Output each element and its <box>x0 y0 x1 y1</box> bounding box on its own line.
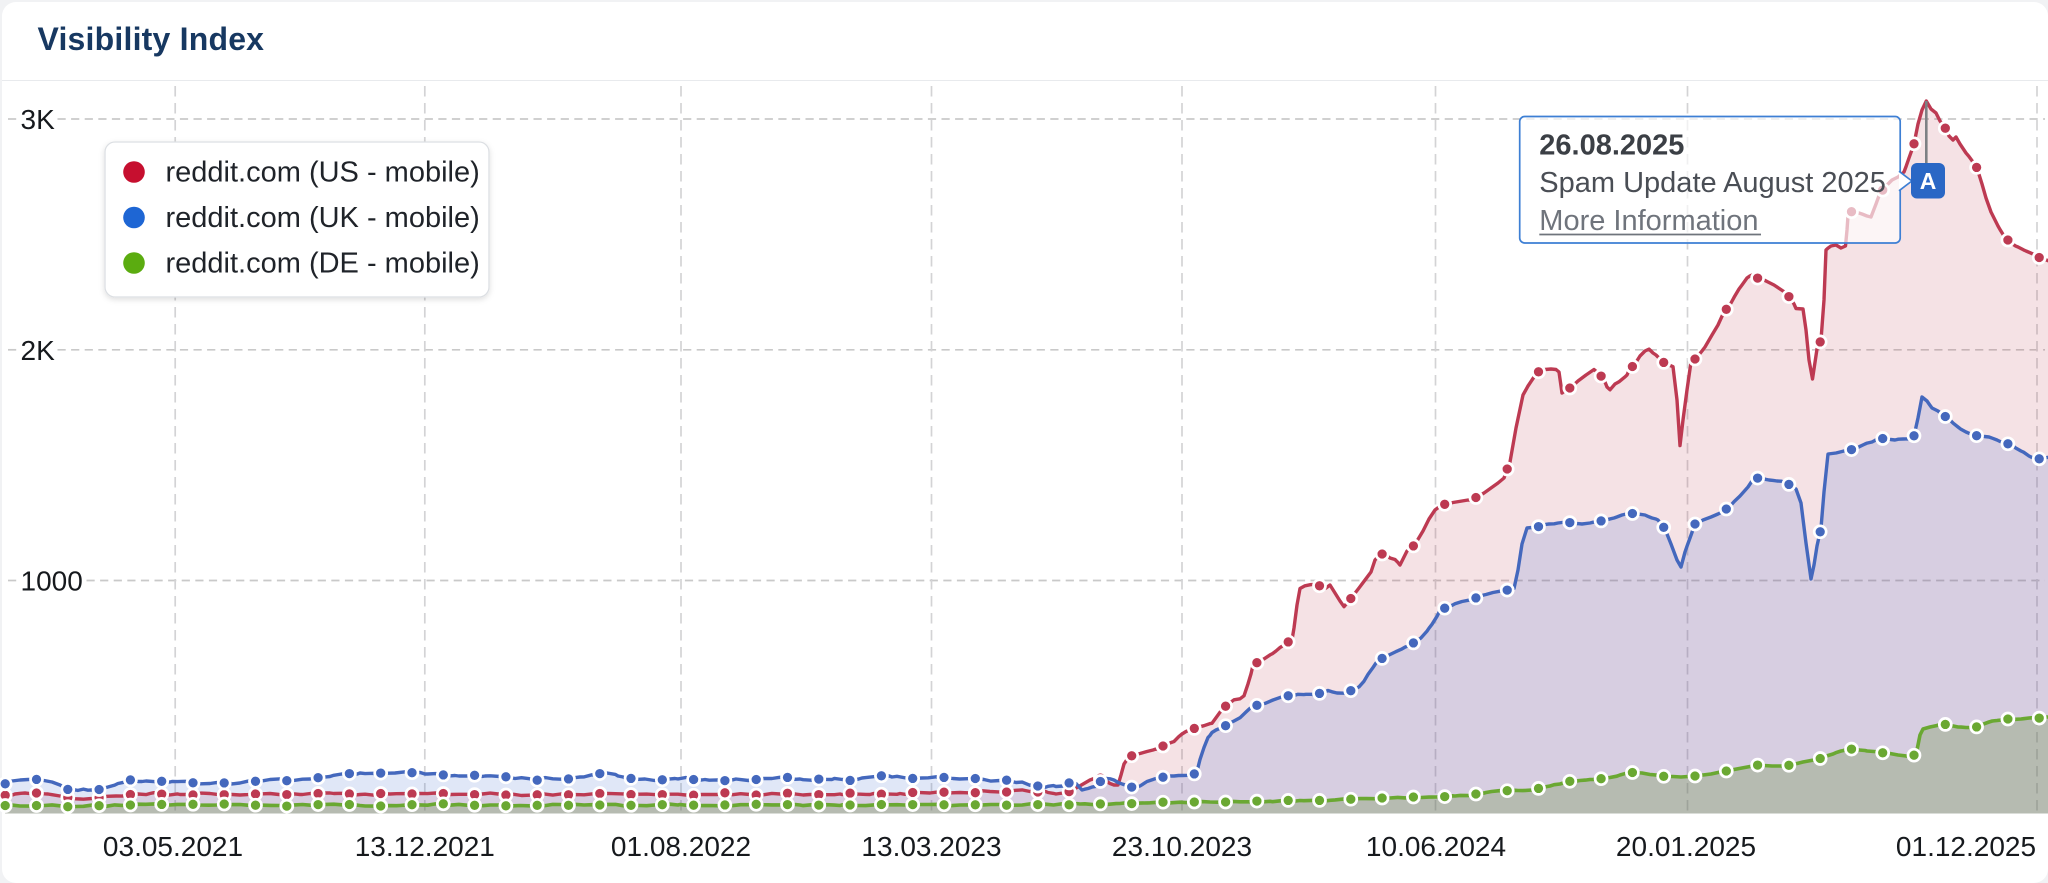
svg-text:reddit.com (US - mobile): reddit.com (US - mobile) <box>166 156 480 188</box>
svg-text:A: A <box>1920 168 1937 194</box>
svg-text:26.08.2025: 26.08.2025 <box>1539 130 1684 162</box>
svg-text:More Information: More Information <box>1539 205 1758 237</box>
svg-text:13.12.2021: 13.12.2021 <box>355 831 495 862</box>
svg-text:reddit.com (DE - mobile): reddit.com (DE - mobile) <box>166 247 480 279</box>
svg-text:03.05.2021: 03.05.2021 <box>103 831 243 862</box>
svg-text:23.10.2023: 23.10.2023 <box>1112 831 1252 862</box>
svg-text:01.12.2025: 01.12.2025 <box>1896 831 2036 862</box>
svg-text:20.01.2025: 20.01.2025 <box>1616 831 1756 862</box>
svg-text:3K: 3K <box>21 104 56 135</box>
svg-text:2K: 2K <box>21 335 56 366</box>
svg-text:10.06.2024: 10.06.2024 <box>1366 831 1506 862</box>
svg-text:13.03.2023: 13.03.2023 <box>861 831 1001 862</box>
svg-text:Spam Update August 2025: Spam Update August 2025 <box>1539 167 1886 199</box>
svg-text:01.08.2022: 01.08.2022 <box>611 831 751 862</box>
svg-text:1000: 1000 <box>21 566 83 597</box>
svg-text:reddit.com (UK - mobile): reddit.com (UK - mobile) <box>166 202 480 234</box>
